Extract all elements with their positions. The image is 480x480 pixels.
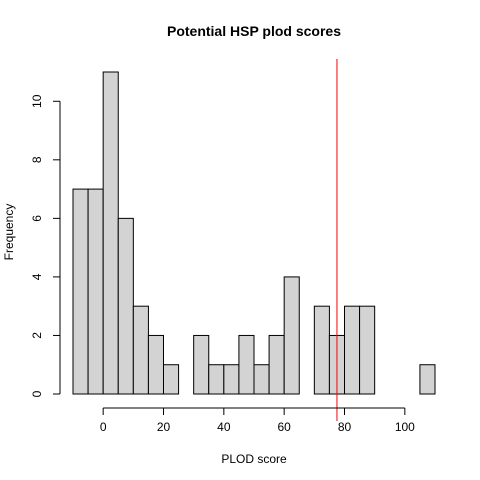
histogram-bar — [163, 364, 180, 395]
y-tick-label: 8 — [30, 156, 44, 163]
y-tick-label: 4 — [30, 273, 44, 280]
x-axis: 0 20 40 60 80 100 — [100, 407, 415, 434]
x-tick-label: 80 — [338, 420, 352, 434]
histogram-bar — [268, 334, 285, 395]
histogram-bar — [193, 334, 210, 395]
histogram-bar — [132, 305, 149, 395]
histogram-bar — [223, 364, 240, 395]
histogram-bar — [344, 305, 361, 395]
histogram-bar — [283, 276, 300, 395]
x-tick-label: 100 — [395, 420, 415, 434]
x-axis-label: PLOD score — [221, 452, 287, 466]
chart-title: Potential HSP plod scores — [167, 23, 341, 39]
x-tick-label: 0 — [100, 420, 107, 434]
y-tick-label: 6 — [30, 215, 44, 222]
histogram-bars — [72, 71, 436, 395]
histogram-bar — [117, 217, 134, 395]
histogram-bar — [238, 334, 255, 395]
y-axis: 0 2 4 6 8 10 — [30, 94, 61, 397]
histogram-bar — [359, 305, 376, 395]
histogram-bar — [419, 364, 436, 395]
histogram-bar — [208, 364, 225, 395]
histogram-bar — [87, 188, 104, 395]
histogram-bar — [72, 188, 89, 395]
histogram-bar — [313, 305, 330, 395]
y-tick-label: 0 — [30, 390, 44, 397]
histogram-bar — [102, 71, 119, 395]
histogram-bar — [147, 334, 165, 395]
y-axis-label: Frequency — [2, 204, 16, 261]
x-tick-label: 40 — [217, 420, 231, 434]
x-tick-label: 20 — [157, 420, 171, 434]
x-tick-label: 60 — [277, 420, 291, 434]
y-tick-label: 2 — [30, 332, 44, 339]
y-tick-label: 10 — [30, 94, 44, 108]
histogram-bar — [253, 364, 270, 395]
